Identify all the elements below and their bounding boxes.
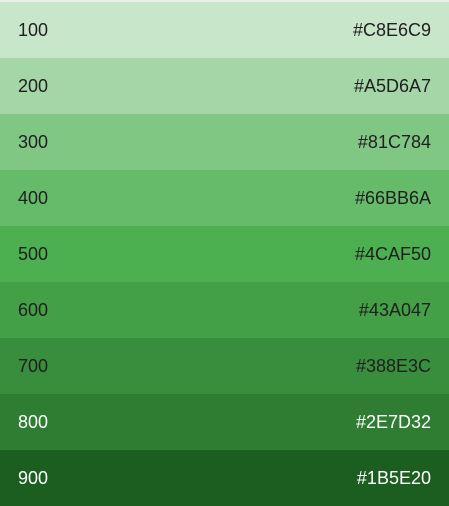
swatch-row-700[interactable]: 700 #388E3C (0, 338, 449, 394)
swatch-row-100[interactable]: 100 #C8E6C9 (0, 2, 449, 58)
swatch-hex-value: #66BB6A (354, 187, 431, 208)
swatch-shade-label: 200 (18, 75, 49, 96)
swatch-row-200[interactable]: 200 #A5D6A7 (0, 58, 449, 114)
swatch-hex-value: #C8E6C9 (352, 19, 431, 40)
swatch-shade-label: 800 (18, 411, 49, 432)
swatch-shade-label: 300 (18, 131, 49, 152)
swatch-hex-value: #2E7D32 (355, 411, 431, 432)
swatch-hex-value: #43A047 (358, 299, 431, 320)
swatch-shade-label: 600 (18, 299, 49, 320)
swatch-row-600[interactable]: 600 #43A047 (0, 282, 449, 338)
swatch-row-400[interactable]: 400 #66BB6A (0, 170, 449, 226)
swatch-row-300[interactable]: 300 #81C784 (0, 114, 449, 170)
swatch-hex-value: #81C784 (357, 131, 431, 152)
swatch-row-900[interactable]: 900 #1B5E20 (0, 450, 449, 506)
swatch-shade-label: 700 (18, 355, 49, 376)
swatch-row-500[interactable]: 500 #4CAF50 (0, 226, 449, 282)
swatch-hex-value: #4CAF50 (354, 243, 431, 264)
swatch-row-800[interactable]: 800 #2E7D32 (0, 394, 449, 450)
swatch-shade-label: 400 (18, 187, 49, 208)
swatch-hex-value: #388E3C (355, 355, 431, 376)
swatch-hex-value: #1B5E20 (356, 467, 431, 488)
swatch-shade-label: 100 (18, 19, 49, 40)
swatch-shade-label: 500 (18, 243, 49, 264)
swatch-shade-label: 900 (18, 467, 49, 488)
swatch-hex-value: #A5D6A7 (353, 75, 431, 96)
